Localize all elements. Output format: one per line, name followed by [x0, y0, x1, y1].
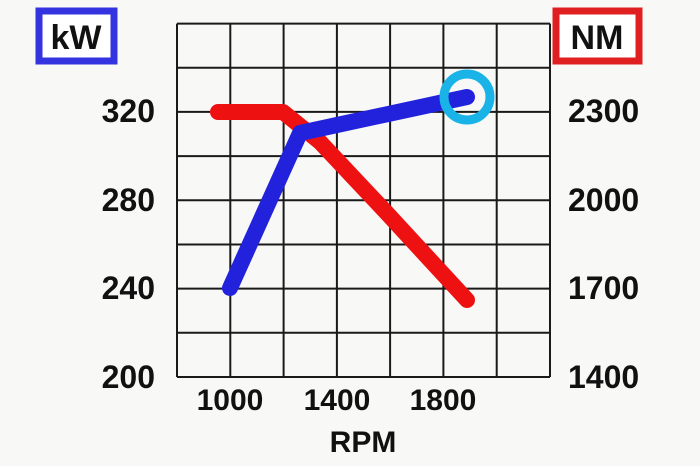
svg-text:kW: kW	[51, 19, 103, 57]
svg-text:1400: 1400	[304, 384, 371, 417]
svg-text:RPM: RPM	[330, 426, 397, 459]
svg-text:200: 200	[102, 359, 155, 395]
svg-text:320: 320	[102, 93, 155, 129]
svg-text:240: 240	[102, 270, 155, 306]
svg-text:280: 280	[102, 182, 155, 218]
svg-text:NM: NM	[571, 19, 624, 57]
svg-text:1700: 1700	[568, 270, 639, 306]
svg-text:2300: 2300	[568, 93, 639, 129]
svg-text:1800: 1800	[410, 384, 477, 417]
svg-text:1400: 1400	[568, 359, 639, 395]
svg-text:1000: 1000	[197, 384, 264, 417]
svg-text:2000: 2000	[568, 182, 639, 218]
